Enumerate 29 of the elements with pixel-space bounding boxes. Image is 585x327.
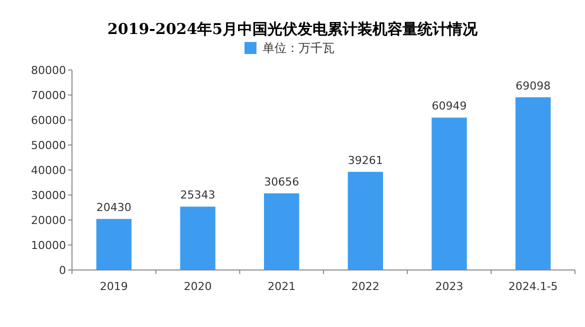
y-tick-label: 50000 <box>31 139 66 152</box>
data-label: 20430 <box>96 200 132 214</box>
x-tick-label: 2019 <box>100 280 128 293</box>
y-tick-label: 60000 <box>31 114 66 127</box>
bar <box>515 97 551 270</box>
data-label: 25343 <box>180 188 216 202</box>
data-label: 60949 <box>432 100 467 113</box>
bar <box>432 118 467 270</box>
bar <box>96 218 132 270</box>
y-tick-label: 40000 <box>31 164 66 177</box>
data-label: 30656 <box>264 175 300 188</box>
data-label: 39261 <box>348 154 383 167</box>
x-tick-label: 2021 <box>268 280 296 293</box>
bar <box>348 172 384 270</box>
chart-title: 2019-2024年5月中国光伏发电累计装机容量统计情况 <box>107 20 479 38</box>
y-tick-label: 0 <box>59 264 66 277</box>
legend-label: 单位：万千瓦 <box>262 41 334 55</box>
bar <box>264 193 300 270</box>
x-tick-label: 2023 <box>435 280 464 293</box>
x-tick-label: 2024.1-5 <box>508 280 558 293</box>
data-label: 69098 <box>516 79 551 92</box>
y-tick-label: 20000 <box>31 214 66 227</box>
bar <box>180 206 216 270</box>
y-tick-label: 30000 <box>31 189 66 202</box>
y-tick-label: 10000 <box>31 239 66 252</box>
x-tick-label: 2022 <box>351 280 380 293</box>
x-tick-label: 2020 <box>184 280 212 293</box>
y-tick-label: 70000 <box>31 89 66 102</box>
y-tick-label: 80000 <box>31 64 66 77</box>
